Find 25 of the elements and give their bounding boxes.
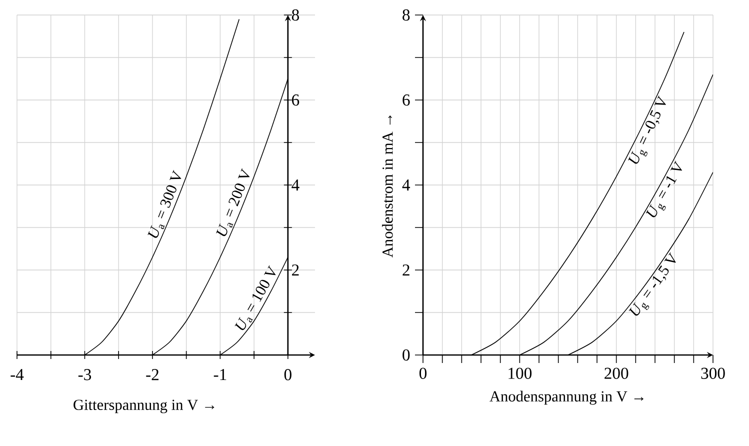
text: U$_{g}$ = -1,5 V [628, 252, 676, 316]
text: U$_{a}$ = 100 V [234, 265, 276, 330]
y-tick-label: 4 [292, 180, 300, 190]
x-tick-label: 100 [508, 368, 532, 379]
y-tick-label: 6 [402, 94, 410, 106]
y-tick-label: 2 [402, 264, 410, 276]
x-tick-label: 200 [604, 368, 628, 379]
y-tick-label: 8 [402, 9, 410, 21]
x-tick-label: -1 [214, 369, 226, 380]
text: U$_{a}$ = 200 V [216, 168, 250, 236]
x-tick-label: 0 [419, 368, 427, 379]
x-tick-label: 300 [701, 368, 725, 379]
x-axis-title: Anodenspannung in V → [490, 390, 644, 405]
y-tick-label: 2 [292, 264, 299, 276]
y-axis-title: Anodenstrom in mA → [382, 116, 393, 258]
x-tick-label: -2 [146, 369, 158, 380]
x-tick-label: 0 [284, 369, 292, 380]
y-tick-label: 0 [402, 349, 410, 361]
x-axis-title: Gitterspannung in V → [74, 400, 214, 414]
x-tick-label: -3 [78, 369, 92, 380]
x-tick-label: -4 [10, 369, 24, 380]
y-tick-label: 4 [402, 180, 410, 190]
y-tick-label: 6 [292, 94, 300, 106]
y-tick-label: 8 [292, 9, 299, 21]
text: U$_{a}$ = 300 V [148, 170, 182, 238]
